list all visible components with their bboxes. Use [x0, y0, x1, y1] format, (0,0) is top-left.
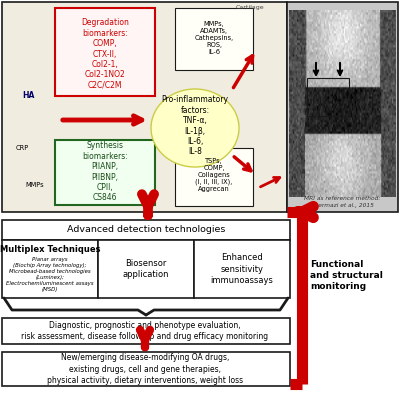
Text: MRI as reference method:
Guermazi et al., 2015: MRI as reference method: Guermazi et al.…: [304, 196, 380, 208]
Bar: [194, 240, 290, 298]
Text: Synthesis
biomarkers:
PIIANP,
PIIBNP,
CPII,
CS846: Synthesis biomarkers: PIIANP, PIIBNP, CP…: [82, 142, 128, 203]
Bar: [98, 240, 194, 298]
Text: CRP: CRP: [15, 145, 29, 151]
Text: Cartilage: Cartilage: [236, 4, 264, 10]
Bar: [2, 352, 290, 386]
Text: HA: HA: [22, 90, 34, 100]
Text: Degradation
biomarkers:
COMP,
CTX-II,
Col2-1,
Col2-1NO2
C2C/C2M: Degradation biomarkers: COMP, CTX-II, Co…: [81, 18, 129, 90]
Bar: [55, 140, 155, 205]
Bar: [287, 2, 398, 212]
Bar: [2, 318, 290, 344]
Text: Planar arrays
(Biochip Array technology);
Microbead-based technologies
(Luminex): Planar arrays (Biochip Array technology)…: [6, 256, 94, 291]
Bar: [2, 220, 290, 240]
Text: New/emerging disease-modifying OA drugs,
existing drugs, cell and gene therapies: New/emerging disease-modifying OA drugs,…: [47, 353, 243, 384]
Text: TSPs,
COMP,
Collagens
(I, II, III, IX),
Aggrecan: TSPs, COMP, Collagens (I, II, III, IX), …: [195, 158, 233, 192]
Text: Enhanced
sensitivity
immunoassays: Enhanced sensitivity immunoassays: [210, 254, 274, 285]
Bar: [175, 8, 253, 70]
Text: Biosensor
application: Biosensor application: [123, 259, 169, 279]
Bar: [2, 240, 98, 298]
Text: Functional
and structural
monitoring: Functional and structural monitoring: [310, 260, 383, 291]
Bar: [175, 148, 253, 206]
Bar: [307, 78, 349, 116]
Text: Diagnostic, prognostic and phenotype evaluation,
risk assessment, disease follow: Diagnostic, prognostic and phenotype eva…: [22, 321, 268, 341]
Text: Pro-inflammatory
factors:
TNF-α,
IL-1β,
IL-6,
IL-8: Pro-inflammatory factors: TNF-α, IL-1β, …: [162, 96, 228, 156]
Bar: [55, 8, 155, 96]
Text: Multiplex Techniques: Multiplex Techniques: [0, 244, 100, 254]
Ellipse shape: [151, 89, 239, 167]
Text: MMPs,
ADAMTs,
Cathepsins,
ROS,
IL-6: MMPs, ADAMTs, Cathepsins, ROS, IL-6: [194, 21, 234, 55]
Text: MMPs: MMPs: [26, 182, 44, 188]
Text: Advanced detection technologies: Advanced detection technologies: [67, 226, 225, 234]
Bar: [2, 2, 287, 212]
